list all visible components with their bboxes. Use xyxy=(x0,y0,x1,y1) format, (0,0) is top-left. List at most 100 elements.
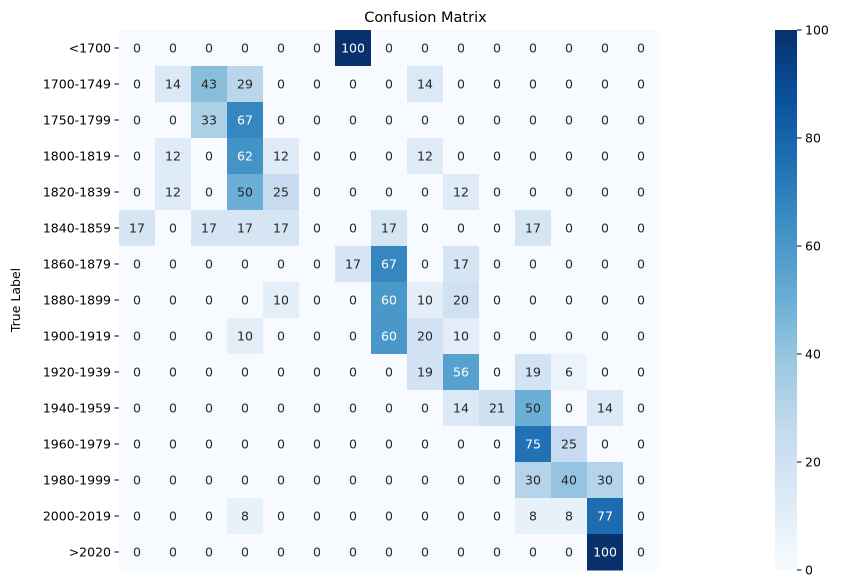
heatmap-cell xyxy=(551,498,588,535)
heatmap-cell xyxy=(551,282,588,319)
heatmap-cell xyxy=(299,354,336,391)
cell-value: 0 xyxy=(205,401,213,416)
cell-value: 0 xyxy=(349,365,357,380)
cell-value: 56 xyxy=(453,365,469,380)
heatmap-cell xyxy=(263,174,300,211)
cell-value: 0 xyxy=(421,509,429,524)
cell-value: 0 xyxy=(637,509,645,524)
cell-value: 0 xyxy=(169,221,177,236)
heatmap-cell xyxy=(119,390,156,427)
cell-value: 0 xyxy=(637,257,645,272)
cell-value: 0 xyxy=(349,185,357,200)
heatmap-cell xyxy=(299,30,336,67)
heatmap-cell xyxy=(623,462,660,499)
cell-value: 14 xyxy=(597,401,613,416)
cell-value: 0 xyxy=(313,77,321,92)
cell-value: 0 xyxy=(457,77,465,92)
heatmap-cell xyxy=(515,66,552,103)
heatmap-cell xyxy=(227,102,264,139)
cell-value: 0 xyxy=(493,293,501,308)
cell-value: 12 xyxy=(417,149,433,164)
heatmap-cell xyxy=(155,318,192,355)
cell-value: 0 xyxy=(493,509,501,524)
heatmap-cell xyxy=(587,498,624,535)
cell-value: 0 xyxy=(493,149,501,164)
cell-value: 17 xyxy=(129,221,145,236)
cell-value: 0 xyxy=(493,329,501,344)
cell-value: 0 xyxy=(313,257,321,272)
cell-value: 0 xyxy=(385,149,393,164)
cell-value: 0 xyxy=(493,365,501,380)
heatmap-cell xyxy=(407,318,444,355)
cell-value: 0 xyxy=(421,185,429,200)
heatmap-cell xyxy=(443,138,480,175)
cell-value: 0 xyxy=(385,365,393,380)
cell-value: 0 xyxy=(205,329,213,344)
heatmap-cell xyxy=(191,246,228,283)
cell-value: 0 xyxy=(529,185,537,200)
cell-value: 0 xyxy=(637,545,645,560)
heatmap-cell xyxy=(191,390,228,427)
heatmap-cell xyxy=(119,174,156,211)
heatmap-cell xyxy=(515,390,552,427)
heatmap-cell xyxy=(299,102,336,139)
heatmap-cell xyxy=(263,282,300,319)
heatmap-cell xyxy=(407,210,444,247)
heatmap-cell xyxy=(479,30,516,67)
cell-value: 0 xyxy=(169,509,177,524)
cell-value: 0 xyxy=(349,149,357,164)
heatmap-cell xyxy=(371,462,408,499)
cell-value: 50 xyxy=(237,185,253,200)
heatmap-cell xyxy=(335,534,372,571)
heatmap-cell xyxy=(119,462,156,499)
heatmap-cell xyxy=(623,426,660,463)
heatmap-cell xyxy=(515,138,552,175)
heatmap-cell xyxy=(443,354,480,391)
heatmap-cell xyxy=(155,174,192,211)
cell-value: 0 xyxy=(565,113,573,128)
heatmap-cell xyxy=(335,66,372,103)
cell-value: 0 xyxy=(529,293,537,308)
heatmap-cell xyxy=(335,318,372,355)
heatmap-cell xyxy=(551,462,588,499)
cell-value: 0 xyxy=(241,437,249,452)
cell-value: 77 xyxy=(597,509,613,524)
heatmap-cell xyxy=(479,174,516,211)
cell-value: 17 xyxy=(381,221,397,236)
cell-value: 0 xyxy=(493,221,501,236)
cell-value: 17 xyxy=(453,257,469,272)
heatmap-cell xyxy=(479,246,516,283)
heatmap-cell xyxy=(191,282,228,319)
cell-value: 0 xyxy=(493,41,501,56)
heatmap-cell xyxy=(443,426,480,463)
cell-value: 0 xyxy=(205,149,213,164)
cell-value: 0 xyxy=(565,545,573,560)
heatmap-cell xyxy=(623,534,660,571)
heatmap-cell xyxy=(371,390,408,427)
heatmap-cell xyxy=(623,498,660,535)
cell-value: 0 xyxy=(493,437,501,452)
cell-value: 25 xyxy=(273,185,289,200)
heatmap-cell xyxy=(227,534,264,571)
cell-value: 0 xyxy=(133,149,141,164)
cell-value: 0 xyxy=(421,113,429,128)
cell-value: 0 xyxy=(565,77,573,92)
heatmap-cell xyxy=(335,282,372,319)
heatmap-cell xyxy=(407,390,444,427)
heatmap-cell xyxy=(515,174,552,211)
cell-value: 0 xyxy=(313,545,321,560)
cell-value: 0 xyxy=(385,401,393,416)
heatmap-cell xyxy=(299,462,336,499)
heatmap-cell xyxy=(191,210,228,247)
heatmap-cell xyxy=(479,138,516,175)
row-label: 1700-1749 xyxy=(43,77,111,92)
cell-value: 0 xyxy=(601,77,609,92)
cell-value: 0 xyxy=(277,401,285,416)
row-label: <1700 xyxy=(69,41,111,56)
heatmap-cell xyxy=(587,318,624,355)
cell-value: 0 xyxy=(133,293,141,308)
heatmap-cell xyxy=(407,498,444,535)
heatmap-cell xyxy=(623,390,660,427)
cell-value: 0 xyxy=(637,365,645,380)
cell-value: 0 xyxy=(493,185,501,200)
